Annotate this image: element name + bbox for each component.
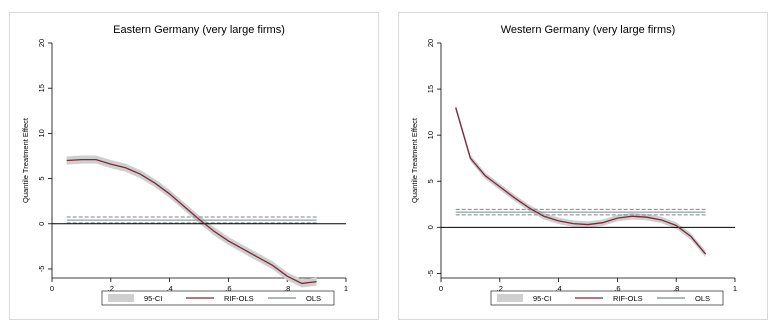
legend-ci-swatch xyxy=(108,294,134,302)
chart-panel-western: Western Germany (very large firms) -5 0 5 10… xyxy=(398,12,768,320)
y-tick-label: -5 xyxy=(426,270,435,277)
legend-rif-label: RIF-OLS xyxy=(224,294,254,303)
legend-ols-label: OLS xyxy=(306,294,321,303)
legend-ols-label: OLS xyxy=(695,294,710,303)
y-axis-label: Quantile Treatment Effect xyxy=(410,117,419,203)
y-tick-label: 20 xyxy=(37,39,46,47)
y-tick-label: 0 xyxy=(426,225,435,229)
legend-rif-label: RIF-OLS xyxy=(613,294,643,303)
y-tick-label: 5 xyxy=(426,179,435,183)
y-tick-label: -5 xyxy=(37,266,46,273)
y-tick-label: 10 xyxy=(426,131,435,139)
x-tick-label: .6 xyxy=(614,284,620,293)
rif-ci-band xyxy=(455,104,706,258)
x-tick-label: .4 xyxy=(555,284,561,293)
y-tick-label: 20 xyxy=(426,39,435,47)
x-tick-label: 0 xyxy=(439,284,443,293)
rif-ols-line xyxy=(455,107,707,255)
y-tick-label: 15 xyxy=(37,84,46,92)
y-tick-label: 5 xyxy=(37,176,46,180)
y-tick-label: 15 xyxy=(426,85,435,93)
x-tick-label: .6 xyxy=(225,284,231,293)
rif-ci-band xyxy=(66,155,317,288)
x-tick-label: 1 xyxy=(344,284,348,293)
y-tick-label: 10 xyxy=(37,129,46,137)
x-tick-label: 1 xyxy=(733,284,737,293)
x-tick-label: .8 xyxy=(673,284,679,293)
x-tick-label: 0 xyxy=(50,284,54,293)
legend-ci-label: 95-CI xyxy=(533,294,551,303)
x-tick-label: .2 xyxy=(108,284,114,293)
y-tick-label: 0 xyxy=(37,222,46,226)
chart-eastern: Eastern Germany (very large firms)-50510… xyxy=(21,24,348,306)
x-tick-label: .8 xyxy=(284,284,290,293)
chart-western: Western Germany (very large firms)-50510… xyxy=(410,24,737,306)
x-tick-label: .4 xyxy=(166,284,172,293)
chart-title: Western Germany (very large firms) xyxy=(501,24,676,36)
x-tick-label: .2 xyxy=(497,284,503,293)
chart-title: Eastern Germany (very large firms) xyxy=(113,24,285,36)
y-axis-label: Quantile Treatment Effect xyxy=(21,117,30,203)
legend-box xyxy=(101,290,335,306)
legend-ci-swatch xyxy=(497,294,523,302)
chart-panel-eastern: Eastern Germany (very large firms) -5 0 5 10… xyxy=(9,12,379,320)
legend-box xyxy=(490,290,724,306)
rif-ols-line xyxy=(66,158,317,285)
legend-ci-label: 95-CI xyxy=(144,294,162,303)
